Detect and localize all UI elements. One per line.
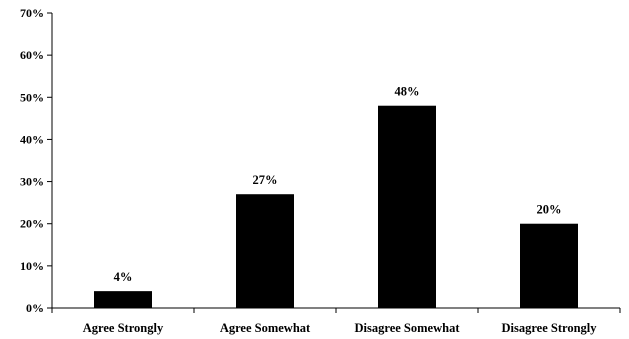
- y-tick-label: 30%: [20, 175, 44, 189]
- x-category-label: Agree Strongly: [83, 321, 164, 335]
- data-labels: 4% 27% 48% 20%: [114, 85, 562, 284]
- data-label: 48%: [395, 85, 420, 99]
- data-label: 4%: [114, 270, 133, 284]
- bars: [94, 105, 578, 308]
- data-label: 27%: [253, 173, 278, 187]
- x-category-label: Disagree Strongly: [501, 321, 597, 335]
- y-tick-label: 40%: [20, 132, 44, 146]
- bar: [378, 105, 436, 308]
- x-category-label: Agree Somewhat: [220, 321, 311, 335]
- y-tick-label: 10%: [20, 259, 44, 273]
- y-axis: 0% 10% 20% 30% 40% 50% 60% 70%: [20, 6, 53, 315]
- bar: [520, 223, 578, 308]
- bar: [94, 291, 152, 308]
- x-axis: Agree Strongly Agree Somewhat Disagree Som…: [51, 307, 621, 335]
- y-tick-label: 50%: [20, 90, 44, 104]
- x-category-label: Disagree Somewhat: [355, 321, 461, 335]
- data-label: 20%: [537, 203, 562, 217]
- y-tick-label: 60%: [20, 48, 44, 62]
- y-tick-label: 20%: [20, 217, 44, 231]
- y-tick-label: 0%: [26, 301, 44, 315]
- bar: [236, 194, 294, 308]
- y-tick-label: 70%: [20, 6, 44, 20]
